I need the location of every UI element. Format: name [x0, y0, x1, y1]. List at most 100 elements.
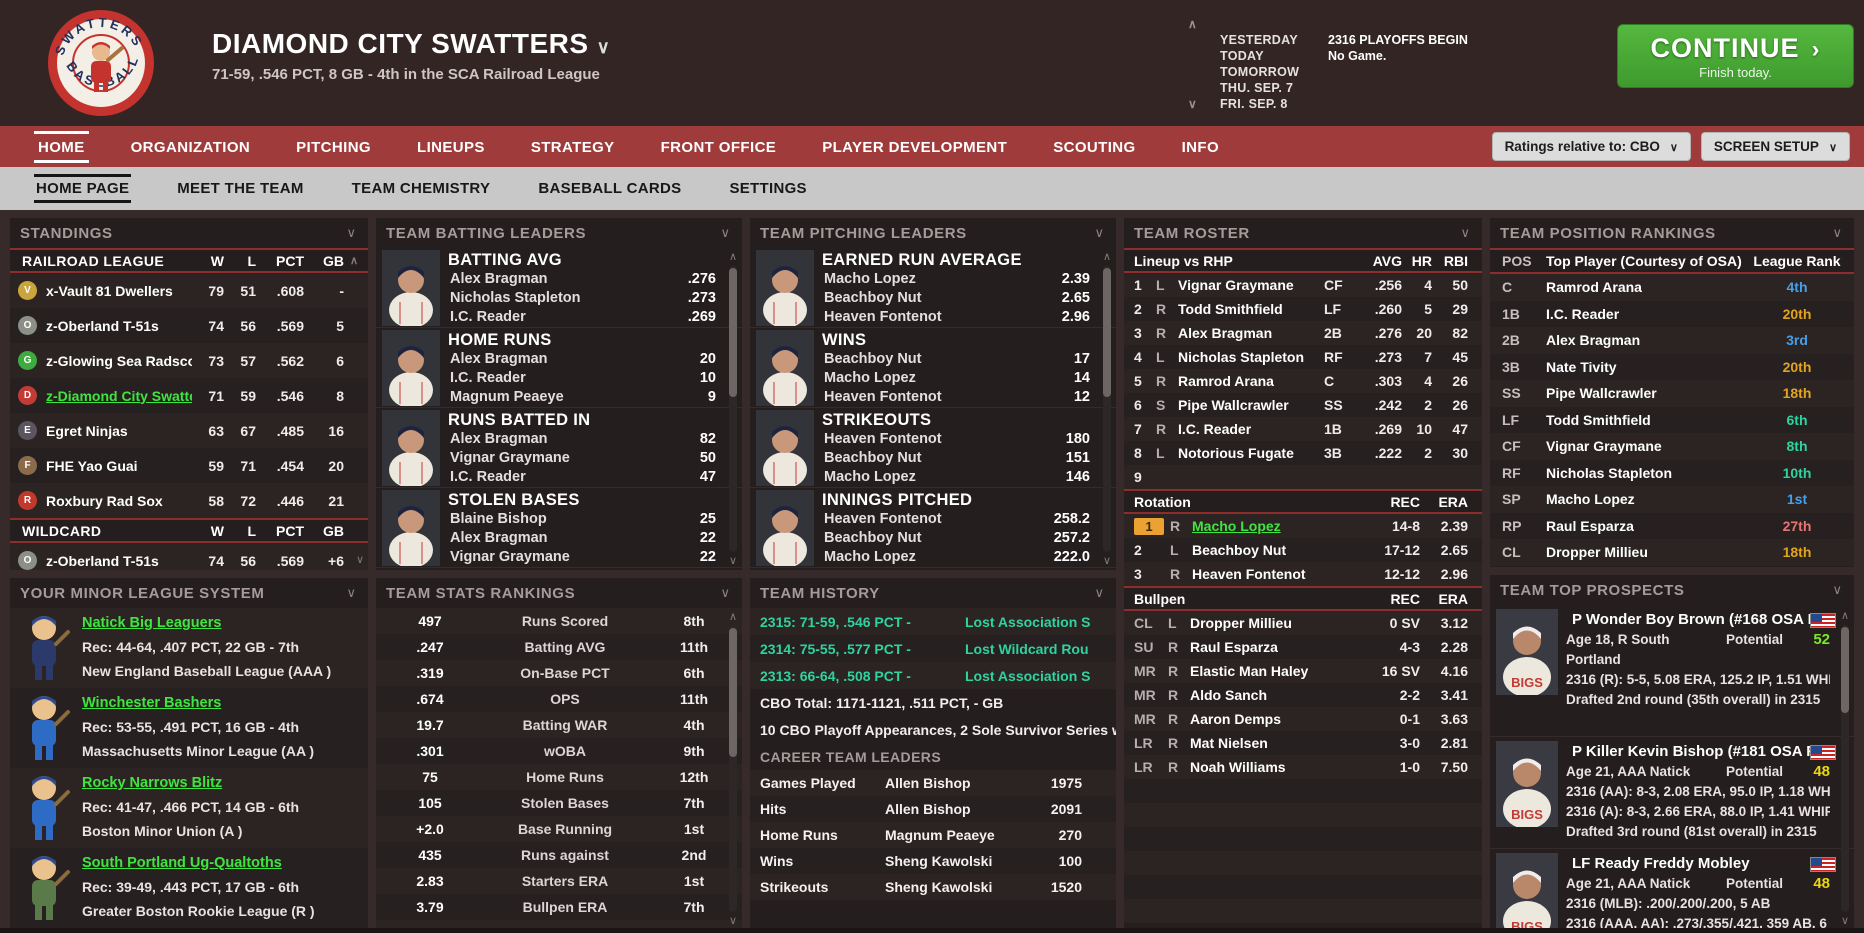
ranking-row[interactable]: SP Macho Lopez 1st: [1490, 486, 1854, 513]
prospect-name[interactable]: P Wonder Boy Brown (#168 OSA Ra: [1572, 611, 1827, 628]
screen-setup-dropdown[interactable]: SCREEN SETUP ∨: [1700, 132, 1850, 161]
team-name-link[interactable]: Egret Ninjas: [46, 422, 128, 439]
chevron-down-icon[interactable]: ∨: [1188, 97, 1197, 111]
player-link[interactable]: Ramrod Arana: [1178, 373, 1274, 389]
minor-team-link[interactable]: Natick Big Leaguers: [82, 615, 222, 631]
player-link[interactable]: Vignar Graymane: [1546, 438, 1662, 455]
player-link[interactable]: Mat Nielsen: [1190, 735, 1268, 751]
player-link[interactable]: I.C. Reader: [1546, 305, 1620, 322]
minor-team-link[interactable]: South Portland Ug-Qualtoths: [82, 855, 282, 871]
subnav-tab[interactable]: SETTINGS: [729, 180, 807, 197]
player-link[interactable]: Todd Smithfield: [1546, 411, 1651, 428]
ratings-relative-dropdown[interactable]: Ratings relative to: CBO ∨: [1491, 132, 1691, 161]
schedule-row[interactable]: THU. SEP. 7: [1188, 80, 1588, 96]
leader-row[interactable]: Heaven Fontenot 2.96: [824, 309, 1090, 325]
standings-row[interactable]: F FHE Yao Guai 59 71.454 20: [10, 448, 368, 483]
team-stat-row[interactable]: 3.79 Bullpen ERA 7th: [376, 894, 742, 920]
player-link[interactable]: Raul Esparza: [1190, 639, 1278, 655]
player-link[interactable]: Ramrod Arana: [1546, 279, 1642, 296]
player-link[interactable]: Elastic Man Haley: [1190, 663, 1309, 679]
chevron-down-icon[interactable]: ∨: [720, 585, 730, 600]
lineup-row[interactable]: 2 R Todd Smithfield LF .260 5 29: [1124, 297, 1482, 321]
bullpen-row[interactable]: MR R Aldo Sanch 2-2 3.41: [1124, 683, 1482, 707]
leader-row[interactable]: Macho Lopez 2.39: [824, 271, 1090, 287]
subnav-tab[interactable]: MEET THE TEAM: [177, 180, 304, 197]
player-link[interactable]: Alex Bragman: [1546, 332, 1641, 349]
player-link[interactable]: Beachboy Nut: [1192, 542, 1287, 558]
player-link[interactable]: Sheng Kawolski: [885, 853, 993, 869]
leader-row[interactable]: I.C. Reader 10: [450, 370, 716, 386]
ranking-row[interactable]: RP Raul Esparza 27th: [1490, 512, 1854, 539]
minor-team-link[interactable]: Rocky Narrows Blitz: [82, 775, 223, 791]
leader-row[interactable]: Alex Bragman .276: [450, 271, 716, 287]
career-leader-row[interactable]: Games Played Allen Bishop 1975: [750, 770, 1116, 796]
ranking-row[interactable]: CF Vignar Graymane 8th: [1490, 433, 1854, 460]
nav-tab[interactable]: INFO: [1181, 138, 1220, 156]
player-link[interactable]: Nicholas Stapleton: [1178, 349, 1305, 365]
leader-row[interactable]: I.C. Reader 47: [450, 469, 716, 485]
schedule-row[interactable]: YESTERDAY 2316 PLAYOFFS BEGIN: [1188, 32, 1588, 48]
prospect-name[interactable]: LF Ready Freddy Mobley: [1572, 855, 1750, 872]
lineup-row[interactable]: 8 L Notorious Fugate 3B .222 2 30: [1124, 441, 1482, 465]
season-row[interactable]: 2313: 66-64, .508 PCT - Lost Association…: [750, 662, 1116, 689]
career-leader-row[interactable]: Home Runs Magnum Peaeye 270: [750, 822, 1116, 848]
lineup-row[interactable]: 6 S Pipe Wallcrawler SS .242 2 26: [1124, 393, 1482, 417]
player-link[interactable]: Heaven Fontenot: [1192, 566, 1306, 582]
career-leader-row[interactable]: Hits Allen Bishop 2091: [750, 796, 1116, 822]
leader-row[interactable]: Macho Lopez 14: [824, 370, 1090, 386]
prospect-name[interactable]: P Killer Kevin Bishop (#181 OSA Ra: [1572, 743, 1826, 760]
nav-tab[interactable]: HOME: [34, 130, 89, 163]
leader-row[interactable]: Macho Lopez 222.0: [824, 549, 1090, 565]
player-link[interactable]: I.C. Reader: [1178, 421, 1252, 437]
prospect-card[interactable]: BIGS P Killer Kevin Bishop (#181 OSA Ra …: [1490, 737, 1854, 849]
career-leader-row[interactable]: Wins Sheng Kawolski 100: [750, 848, 1116, 874]
leader-row[interactable]: Vignar Graymane 22: [450, 549, 716, 565]
scroll-up-icon[interactable]: ∧: [349, 255, 358, 267]
player-link[interactable]: Pipe Wallcrawler: [1178, 397, 1289, 413]
standings-row[interactable]: D z-Diamond City Swatter 71 59.546 8: [10, 378, 368, 413]
team-stat-row[interactable]: 2.83 Starters ERA 1st: [376, 868, 742, 894]
player-link[interactable]: Magnum Peaeye: [885, 827, 995, 843]
minor-league-card[interactable]: Winchester Bashers Rec: 53-55, .491 PCT,…: [10, 688, 368, 768]
minor-league-card[interactable]: Rocky Narrows Blitz Rec: 41-47, .466 PCT…: [10, 768, 368, 848]
player-link[interactable]: Macho Lopez: [1546, 491, 1635, 508]
player-link[interactable]: Pipe Wallcrawler: [1546, 385, 1657, 402]
team-stat-row[interactable]: .301 wOBA 9th: [376, 738, 742, 764]
player-link[interactable]: Aldo Sanch: [1190, 687, 1268, 703]
scroll-down-icon[interactable]: ∨: [355, 554, 364, 566]
chevron-down-icon[interactable]: ∨: [720, 225, 730, 240]
leader-row[interactable]: Heaven Fontenot 12: [824, 389, 1090, 405]
team-stat-row[interactable]: 105 Stolen Bases 7th: [376, 790, 742, 816]
lineup-row[interactable]: 7 R I.C. Reader 1B .269 10 47: [1124, 417, 1482, 441]
bullpen-row[interactable]: CL L Dropper Millieu 0 SV 3.12: [1124, 611, 1482, 635]
scrollbar[interactable]: ∧ ∨: [728, 611, 738, 927]
player-link[interactable]: Allen Bishop: [885, 801, 971, 817]
leader-row[interactable]: Beachboy Nut 151: [824, 450, 1090, 466]
lineup-row[interactable]: 1 L Vignar Graymane CF .256 4 50: [1124, 273, 1482, 297]
scrollbar[interactable]: ∧ ∨: [728, 251, 738, 567]
bullpen-row[interactable]: MR R Aaron Demps 0-1 3.63: [1124, 707, 1482, 731]
leader-row[interactable]: Alex Bragman 20: [450, 351, 716, 367]
standings-row[interactable]: O z-Oberland T-51s 74 56.569 +6: [10, 543, 368, 570]
ranking-row[interactable]: RF Nicholas Stapleton 10th: [1490, 459, 1854, 486]
scrollbar[interactable]: ∧ ∨: [1102, 251, 1112, 567]
leader-row[interactable]: Beachboy Nut 17: [824, 351, 1090, 367]
standings-row[interactable]: R Roxbury Rad Sox 58 72.446 21: [10, 483, 368, 518]
leader-row[interactable]: Alex Bragman 22: [450, 530, 716, 546]
nav-tab[interactable]: PLAYER DEVELOPMENT: [822, 138, 1008, 156]
nav-tab[interactable]: PITCHING: [296, 138, 371, 156]
player-link[interactable]: Nicholas Stapleton: [1546, 464, 1673, 481]
leader-row[interactable]: Magnum Peaeye 9: [450, 389, 716, 405]
team-name-link[interactable]: z-Diamond City Swatter: [46, 387, 192, 404]
chevron-down-icon[interactable]: ∨: [346, 225, 356, 240]
player-link[interactable]: Sheng Kawolski: [885, 879, 993, 895]
standings-row[interactable]: O z-Oberland T-51s 74 56.569 5: [10, 308, 368, 343]
bullpen-row[interactable]: LR R Mat Nielsen 3-0 2.81: [1124, 731, 1482, 755]
nav-tab[interactable]: SCOUTING: [1053, 138, 1136, 156]
chevron-up-icon[interactable]: ∧: [1188, 17, 1197, 31]
team-stat-row[interactable]: .319 On-Base PCT 6th: [376, 660, 742, 686]
nav-tab[interactable]: FRONT OFFICE: [660, 138, 777, 156]
standings-row[interactable]: V x-Vault 81 Dwellers 79 51.608-: [10, 273, 368, 308]
career-leader-row[interactable]: Strikeouts Sheng Kawolski 1520: [750, 874, 1116, 900]
chevron-down-icon[interactable]: ∨: [1094, 225, 1104, 240]
